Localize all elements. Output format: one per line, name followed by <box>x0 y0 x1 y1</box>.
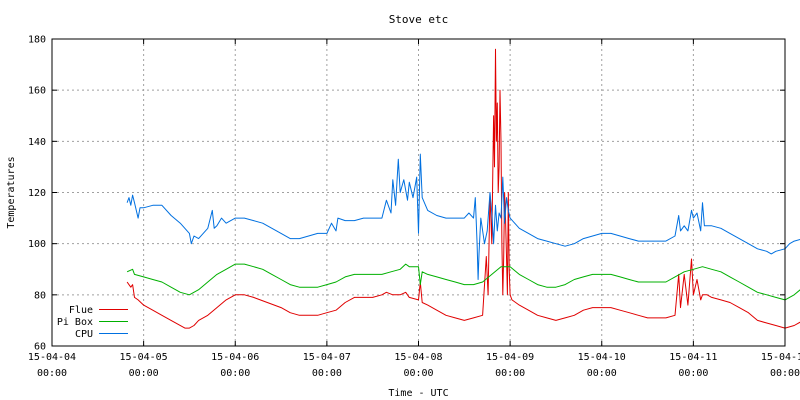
y-tick-label: 120 <box>28 188 46 199</box>
y-tick-label: 180 <box>28 35 46 46</box>
x-tick-label-time: 00:00 <box>770 368 800 379</box>
x-tick-label-date: 15-04-08 <box>394 352 442 363</box>
x-tick-label-date: 15-04-05 <box>120 352 168 363</box>
y-tick-label: 80 <box>34 290 46 301</box>
x-tick-label-time: 00:00 <box>220 368 250 379</box>
axis-ticks: 60 80 100 120 140 160 180 15-04-04 00:00 15-04-05… <box>28 35 800 380</box>
series-line-pi-box <box>126 263 800 301</box>
chart-title: Stove etc <box>389 13 449 26</box>
x-tick-label-date: 15-04-07 <box>303 352 351 363</box>
x-tick-label-time: 00:00 <box>678 368 708 379</box>
y-tick-label: 140 <box>28 137 46 148</box>
x-tick-label-time: 00:00 <box>37 368 67 379</box>
x-tick-label-time: 00:00 <box>403 368 433 379</box>
x-tick-label-time: 00:00 <box>129 368 159 379</box>
x-tick-label-time: 00:00 <box>495 368 525 379</box>
legend-label: Pi Box <box>57 317 93 328</box>
x-axis-label: Time - UTC <box>388 388 448 399</box>
series-line-cpu <box>126 153 800 280</box>
y-tick-label: 60 <box>34 342 46 353</box>
series-line-flue <box>126 48 800 329</box>
y-axis-label: Temperatures <box>6 156 17 228</box>
x-tick-label-time: 00:00 <box>587 368 617 379</box>
x-tick-label-date: 15-04-12 <box>761 352 800 363</box>
x-tick-label-date: 15-04-09 <box>486 352 534 363</box>
y-tick-label: 160 <box>28 86 46 97</box>
series-layer <box>126 48 800 329</box>
x-tick-label-date: 15-04-06 <box>211 352 259 363</box>
legend-label: CPU <box>75 329 93 340</box>
x-tick-label-date: 15-04-11 <box>669 352 717 363</box>
x-tick-label-date: 15-04-04 <box>28 352 76 363</box>
x-tick-label-time: 00:00 <box>312 368 342 379</box>
x-tick-label-date: 15-04-10 <box>578 352 626 363</box>
legend-label: Flue <box>69 305 93 316</box>
y-tick-label: 100 <box>28 239 46 250</box>
